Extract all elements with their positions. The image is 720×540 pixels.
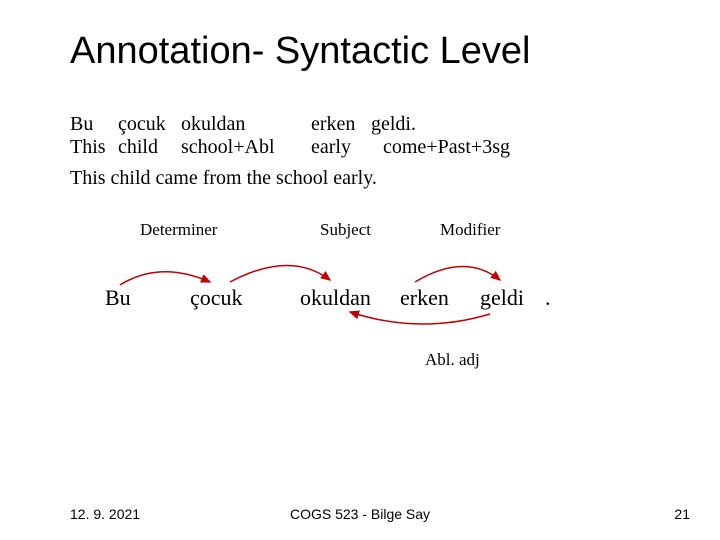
gloss-cell: come+Past+3sg — [383, 136, 543, 159]
syntax-diagram: Determiner Subject Modifier Abl. adj Bu ç… — [70, 220, 680, 380]
abl-adj-label: Abl. adj — [425, 350, 480, 370]
diagram-word: Bu — [105, 285, 131, 311]
slide-title: Annotation- Syntactic Level — [70, 30, 680, 73]
gloss-cell: school+Abl — [181, 136, 311, 159]
role-subject: Subject — [320, 220, 371, 240]
gloss-cell: child — [118, 136, 181, 159]
gloss-cell: early — [311, 136, 383, 159]
slide-footer: 12. 9. 2021 COGS 523 - Bilge Say 21 — [0, 506, 720, 522]
diagram-word: okuldan — [300, 285, 371, 311]
gloss-table: Bu çocuk okuldanerken geldi. This child … — [70, 113, 680, 159]
footer-center: COGS 523 - Bilge Say — [290, 506, 430, 522]
gloss-row-2: This child school+Ablearly come+Past+3sg — [70, 136, 680, 159]
gloss-cell: Bu — [70, 113, 118, 136]
gloss-cell: This — [70, 136, 118, 159]
gloss-cell: erken — [311, 113, 371, 136]
footer-date: 12. 9. 2021 — [70, 506, 140, 522]
diagram-word: geldi — [480, 285, 524, 311]
diagram-word: erken — [400, 285, 449, 311]
footer-page-number: 21 — [674, 506, 690, 522]
gloss-cell: geldi. — [371, 113, 431, 136]
diagram-word: . — [545, 285, 551, 311]
gloss-cell: okuldan — [181, 113, 311, 136]
translation-text: This child came from the school early. — [70, 167, 680, 190]
role-modifier: Modifier — [440, 220, 500, 240]
role-determiner: Determiner — [140, 220, 217, 240]
gloss-cell: çocuk — [118, 113, 181, 136]
diagram-word: çocuk — [190, 285, 243, 311]
gloss-row-1: Bu çocuk okuldanerken geldi. — [70, 113, 680, 136]
